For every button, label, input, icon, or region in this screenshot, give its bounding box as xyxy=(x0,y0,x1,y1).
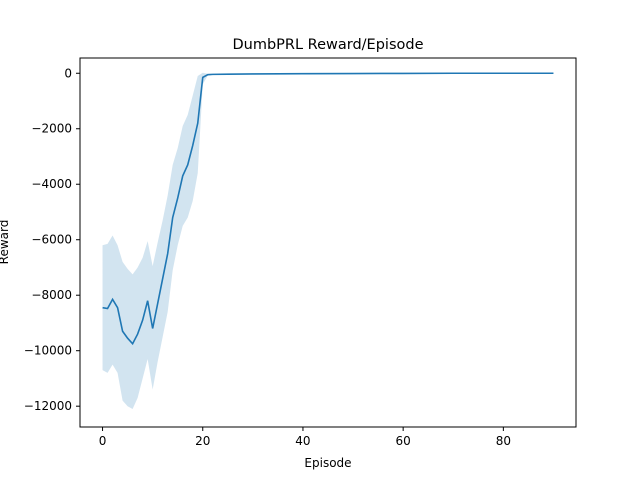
x-tick-label: 20 xyxy=(195,434,210,448)
x-tick-label: 60 xyxy=(396,434,411,448)
series-line xyxy=(102,72,554,346)
x-axis: 0 20 40 60 80 xyxy=(99,427,511,448)
y-tick-label: 0 xyxy=(64,66,72,80)
chart-title: DumbPRL Reward/Episode xyxy=(232,37,423,53)
y-tick-label: −12000 xyxy=(24,399,72,413)
y-axis: −12000 −10000 −8000 −6000 −4000 −2000 0 xyxy=(24,66,80,413)
x-tick-label: 0 xyxy=(99,434,107,448)
x-axis-label: Episode xyxy=(304,456,351,470)
y-tick-label: −6000 xyxy=(31,233,72,247)
x-tick-label: 40 xyxy=(295,434,310,448)
y-tick-label: −8000 xyxy=(31,288,72,302)
x-tick-label: 80 xyxy=(496,434,511,448)
y-tick-label: −2000 xyxy=(31,122,72,136)
y-tick-label: −4000 xyxy=(31,177,72,191)
y-axis-label: Reward xyxy=(0,220,11,265)
plot-frame xyxy=(79,57,577,428)
y-tick-label: −10000 xyxy=(24,344,72,358)
plot-area xyxy=(102,72,554,409)
